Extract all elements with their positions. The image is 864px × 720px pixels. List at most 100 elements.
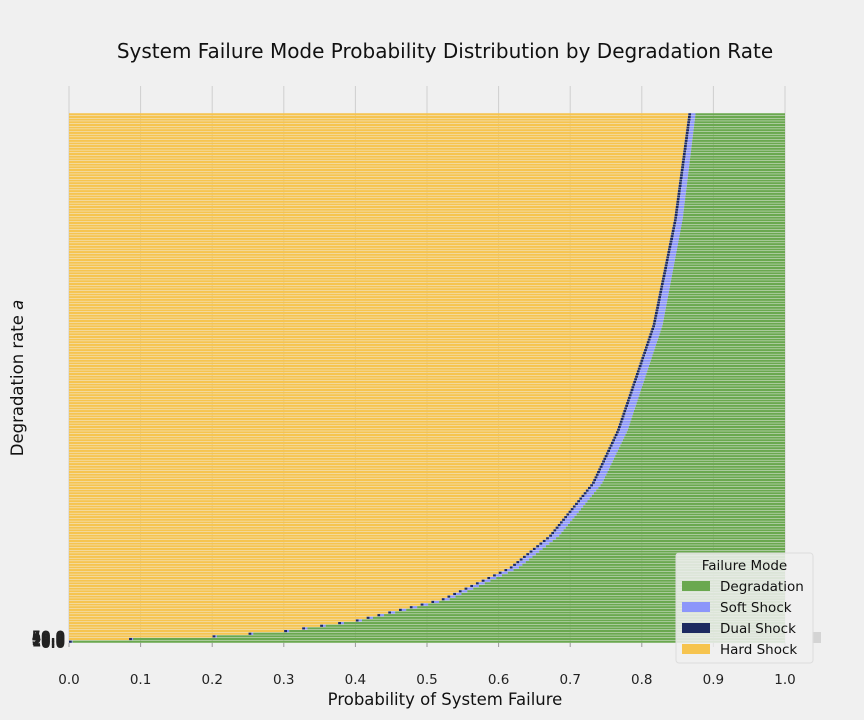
bar-segment-dual-shock <box>675 208 679 211</box>
bar-segment-hard-shock <box>69 282 661 286</box>
bar-segment-dual-shock <box>638 364 642 368</box>
bar-segment-soft-shock <box>558 526 566 529</box>
bar-segment-soft-shock <box>552 534 560 537</box>
bar-segment-degradation <box>620 444 785 447</box>
bar-segment-degradation <box>496 576 785 580</box>
bar-segment-hard-shock <box>69 290 660 293</box>
bar-segment-degradation <box>683 208 785 211</box>
bar-segment-degradation <box>556 537 785 540</box>
bar-segment-dual-shock <box>475 582 479 585</box>
bar-segment-soft-shock <box>647 346 656 349</box>
bar-segment-hard-shock <box>69 285 661 288</box>
bar-segment-dual-shock <box>598 468 602 471</box>
bar-segment-dual-shock <box>676 198 680 201</box>
bar-segment-soft-shock <box>662 290 669 293</box>
bar-segment-dual-shock <box>680 174 683 177</box>
bar-segment-soft-shock <box>573 508 581 511</box>
bar-segment-hard-shock <box>69 452 606 455</box>
bar-segment-hard-shock <box>69 168 681 172</box>
bar-segment-soft-shock <box>668 261 675 264</box>
bar-segment-degradation <box>638 396 785 399</box>
bar-segment-dual-shock <box>590 484 594 487</box>
bar-segment-soft-shock <box>562 521 571 524</box>
bar-segment-dual-shock <box>669 240 673 243</box>
bar-segment-hard-shock <box>69 447 609 450</box>
bar-segment-soft-shock <box>658 309 666 312</box>
bar-segment-hard-shock <box>69 569 505 572</box>
bar-segment-hard-shock <box>69 314 655 317</box>
bar-segment-hard-shock <box>69 147 684 150</box>
bar-segment-degradation <box>667 298 785 301</box>
bar-segment-soft-shock <box>663 282 671 286</box>
bar-segment-soft-shock <box>608 452 617 455</box>
bar-segment-soft-shock <box>610 449 618 452</box>
bar-segment-degradation <box>406 608 785 611</box>
bar-segment-soft-shock <box>287 629 290 633</box>
bar-segment-soft-shock <box>633 388 642 392</box>
bar-segment-soft-shock <box>582 497 590 500</box>
bar-segment-hard-shock <box>69 494 582 498</box>
bar-segment-dual-shock <box>676 203 679 206</box>
bar-segment-degradation <box>525 561 785 564</box>
bar-segment-soft-shock <box>501 571 508 574</box>
bar-segment-dual-shock <box>409 606 413 609</box>
bar-segment-dual-shock <box>680 171 684 174</box>
bar-segment-dual-shock <box>624 407 628 410</box>
bar-segment-soft-shock <box>649 341 657 344</box>
bar-segment-hard-shock <box>69 192 678 195</box>
bar-segment-hard-shock <box>69 558 520 561</box>
bar-segment-dual-shock <box>686 126 690 129</box>
bar-segment-dual-shock <box>657 301 661 304</box>
bar-segment-dual-shock <box>688 113 692 116</box>
bar-segment-hard-shock <box>69 280 662 283</box>
bar-segment-hard-shock <box>69 582 476 585</box>
bar-segment-dual-shock <box>464 587 468 590</box>
bar-segment-hard-shock <box>69 402 627 405</box>
bar-segment-hard-shock <box>69 534 550 537</box>
bar-segment-dual-shock <box>628 394 632 397</box>
bar-segment-dual-shock <box>655 309 659 312</box>
bar-segment-soft-shock <box>687 137 693 140</box>
bar-segment-soft-shock <box>675 224 682 227</box>
bar-segment-degradation <box>695 113 785 116</box>
bar-segment-soft-shock <box>683 171 689 174</box>
x-tick-label: 1.0 <box>774 672 795 688</box>
bar-segment-hard-shock <box>69 396 628 399</box>
bar-segment-degradation <box>576 513 785 516</box>
bar-segment-dual-shock <box>562 518 565 521</box>
bar-segment-soft-shock <box>665 274 672 278</box>
bar-segment-soft-shock <box>548 537 557 540</box>
bar-segment-dual-shock <box>420 603 424 606</box>
bar-segment-degradation <box>502 574 785 577</box>
bar-segment-soft-shock <box>358 619 362 622</box>
bar-segment-dual-shock <box>659 290 663 293</box>
bar-segment-degradation <box>686 187 785 190</box>
bar-segment-degradation <box>478 584 785 588</box>
bar-segment-hard-shock <box>69 590 459 593</box>
bar-segment-dual-shock <box>458 590 462 593</box>
bar-segment-hard-shock <box>69 579 482 582</box>
bar-segment-degradation <box>635 404 785 407</box>
bar-segment-soft-shock <box>686 145 692 148</box>
bar-segment-soft-shock <box>461 590 468 593</box>
bar-segment-degradation <box>692 137 785 140</box>
bar-segment-soft-shock <box>606 457 614 460</box>
bar-segment-dual-shock <box>553 529 557 532</box>
bar-segment-hard-shock <box>69 261 666 264</box>
bar-segment-soft-shock <box>657 314 665 317</box>
bar-segment-soft-shock <box>412 606 418 609</box>
bar-segment-hard-shock <box>69 243 670 246</box>
bar-segment-dual-shock <box>648 335 652 339</box>
bar-segment-dual-shock <box>676 200 680 203</box>
bar-segment-dual-shock <box>320 624 324 627</box>
bar-segment-degradation <box>343 622 785 625</box>
bar-segment-degradation <box>690 155 785 158</box>
bar-segment-dual-shock <box>644 349 647 352</box>
bar-segment-dual-shock <box>654 314 658 317</box>
bar-segment-dual-shock <box>637 367 641 370</box>
bar-segment-dual-shock <box>441 598 445 601</box>
bar-segment-dual-shock <box>619 420 623 423</box>
bar-segment-soft-shock <box>629 399 638 402</box>
bar-segment-degradation <box>395 611 785 614</box>
bar-segment-hard-shock <box>69 460 603 463</box>
